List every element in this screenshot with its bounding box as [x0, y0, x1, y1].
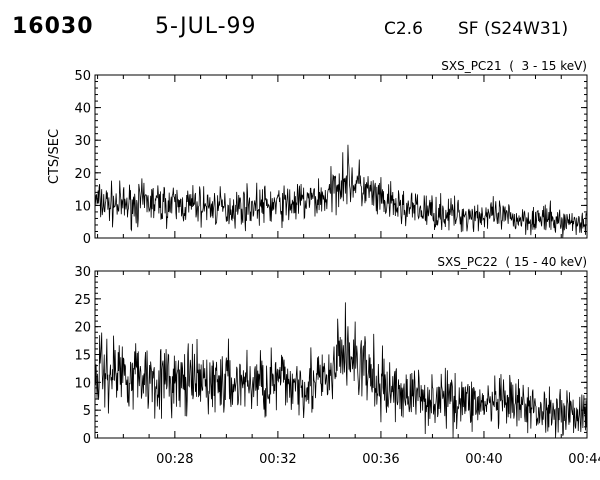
y-tick-label: 25 — [74, 293, 91, 308]
series-line — [94, 302, 588, 439]
y-tick-label: 30 — [74, 265, 91, 280]
y-tick-label: 10 — [74, 199, 91, 214]
plot-frame — [94, 270, 588, 439]
x-tick-label: 00:44 — [568, 452, 600, 467]
channel-label: SXS_PC22 ( 15 - 40 keV) — [437, 255, 587, 269]
x-tick-label: 00:32 — [259, 452, 296, 467]
y-tick-label: 20 — [74, 321, 91, 336]
y-tick-label: 0 — [83, 432, 91, 447]
y-tick-label: 30 — [74, 134, 91, 149]
y-tick-label: 20 — [74, 167, 91, 182]
y-tick-label: 15 — [74, 349, 91, 364]
flare-location: SF (S24W31) — [458, 19, 569, 39]
event-date: 5-JUL-99 — [155, 14, 257, 39]
goes-class: C2.6 — [384, 19, 423, 39]
y-axis-label: CTS/SEC — [47, 129, 62, 184]
channel-label: SXS_PC21 ( 3 - 15 keV) — [441, 59, 587, 73]
event-id: 16030 — [12, 14, 94, 39]
y-tick-label: 0 — [83, 232, 91, 247]
x-tick-label: 00:40 — [465, 452, 502, 467]
plot-frame — [94, 74, 588, 239]
y-tick-label: 40 — [74, 102, 91, 117]
x-tick-label: 00:36 — [362, 452, 399, 467]
x-tick-label: 00:28 — [156, 452, 193, 467]
y-tick-label: 10 — [74, 376, 91, 391]
y-tick-label: 50 — [74, 69, 91, 84]
series-line — [94, 144, 588, 238]
y-tick-label: 5 — [83, 404, 91, 419]
